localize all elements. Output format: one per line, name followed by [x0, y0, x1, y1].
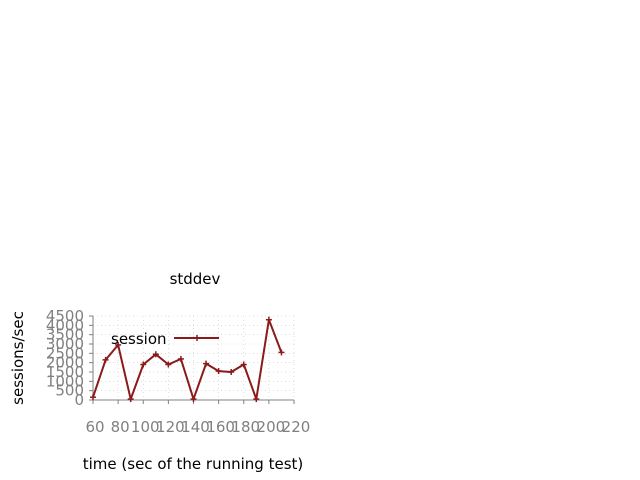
grid: [93, 315, 295, 400]
y-tick-label: 3500: [46, 326, 84, 344]
data-point: [177, 355, 184, 362]
y-tick-label: 2500: [46, 344, 84, 362]
data-point: [102, 356, 109, 363]
y-axis-label: sessions/sec: [9, 311, 27, 405]
data-point: [152, 351, 159, 358]
data-point: [228, 369, 235, 375]
data-point: [127, 396, 134, 403]
data-point: [203, 360, 210, 367]
x-tick-label: 60: [85, 418, 104, 436]
y-tick-label: 1500: [46, 363, 84, 381]
y-tick-label: 3000: [46, 335, 84, 353]
x-tick-label: 80: [111, 418, 130, 436]
x-tick-label: 180: [231, 418, 260, 436]
data-point: [253, 396, 260, 403]
legend-marker-session: [194, 335, 200, 341]
data-point: [115, 341, 122, 348]
x-tick-label: 100: [131, 418, 160, 436]
data-point: [240, 361, 247, 368]
data-point: [90, 394, 96, 401]
y-tick-label: 500: [55, 382, 84, 400]
data-point: [190, 396, 197, 403]
y-tick-label: 1000: [46, 372, 84, 390]
y-tick-label: 2000: [46, 354, 84, 372]
data-point: [165, 361, 172, 368]
data-point: [140, 361, 147, 368]
y-tick-label: 0: [74, 391, 84, 409]
chart-title: stddev: [170, 270, 221, 288]
x-tick-label: 220: [282, 418, 311, 436]
data-point: [265, 316, 272, 323]
x-tick-label: 160: [206, 418, 235, 436]
data-point: [215, 368, 222, 375]
y-tick-label: 4000: [46, 316, 84, 334]
x-axis-label: time (sec of the running test): [83, 455, 304, 473]
series-line-session: [92, 318, 283, 401]
y-tick-label: 4500: [46, 307, 84, 325]
x-tick-label: 140: [181, 418, 210, 436]
legend-label-session: session: [111, 330, 167, 348]
data-point: [278, 349, 285, 356]
x-tick-label: 120: [156, 418, 185, 436]
series: [90, 316, 285, 403]
x-tick-label: 200: [257, 418, 286, 436]
legend: session: [111, 330, 219, 348]
